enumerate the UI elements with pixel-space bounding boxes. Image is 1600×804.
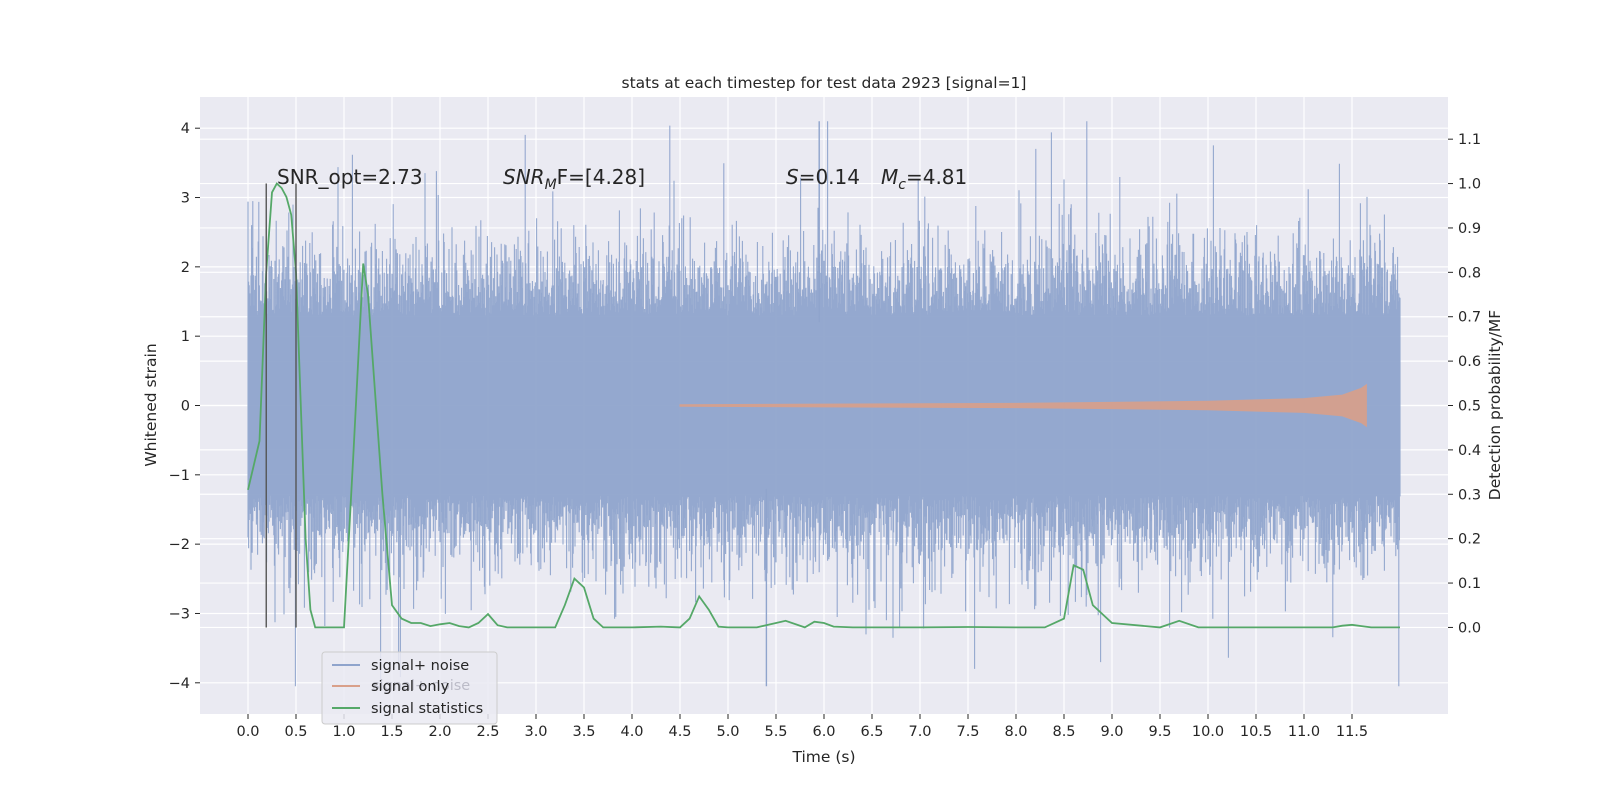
annotation-mc: Mc=4.81: [881, 165, 967, 193]
x-tick-label: 9.0: [1100, 724, 1123, 740]
series-layer: [247, 121, 1401, 687]
x-tick-label: 8.0: [1004, 724, 1027, 740]
x-tick-label: 11.5: [1336, 724, 1368, 740]
y2-tick-label: 1.1: [1458, 132, 1481, 148]
y2-tick-label: 0.5: [1458, 399, 1481, 415]
x-tick-label: 1.0: [332, 724, 355, 740]
x-tick-label: 1.5: [380, 724, 403, 740]
annotations: SNR_opt=2.73 SNRMF=[4.28] S=0.14 Mc=4.81: [277, 165, 967, 193]
x-tick-label: 11.0: [1288, 724, 1320, 740]
chart-title: stats at each timestep for test data 292…: [622, 74, 1027, 92]
y2-tick-label: 0.9: [1458, 221, 1481, 237]
y-tick-label: −3: [169, 606, 190, 622]
vline-layer: [265, 183, 297, 628]
y-tick-label: −4: [169, 676, 190, 692]
x-tick-label: 10.5: [1240, 724, 1272, 740]
y2-tick-label: 0.6: [1458, 354, 1481, 370]
right-axis: 0.0 0.1 0.2 0.3 0.4 0.5 0.6 0.7 0.8 0.9 1.0 1.1: [1448, 132, 1481, 636]
y-tick-label: 4: [181, 121, 190, 137]
y2-tick-label: 1.0: [1458, 177, 1481, 193]
x-tick-label: 4.5: [668, 724, 691, 740]
annotation-snr-opt: SNR_opt=2.73: [277, 165, 423, 189]
annotation-s: S=0.14: [786, 165, 860, 189]
y2-tick-label: 0.4: [1458, 443, 1481, 459]
x-tick-label: 7.0: [908, 724, 931, 740]
x-tick-label: 9.5: [1148, 724, 1171, 740]
x-tick-label: 0.0: [236, 724, 259, 740]
y2-tick-label: 0.2: [1458, 532, 1481, 548]
legend-label-signal-only: signal only: [371, 679, 450, 695]
legend-ghost-text: signal+ noise: [372, 678, 470, 694]
x-axis: 0.0 0.5 1.0 1.5 2.0 2.5 3.0 3.5 4.0 4.5 5.0 5.5 6.0 6…: [236, 714, 1368, 740]
y-tick-label: 0: [181, 399, 190, 415]
x-tick-label: 6.5: [860, 724, 883, 740]
x-tick-label: 3.0: [524, 724, 547, 740]
y2-tick-label: 0.7: [1458, 310, 1481, 326]
legend: signal+ noise signal+ noise signal only …: [321, 651, 498, 725]
y-tick-label: −2: [169, 537, 190, 553]
x-tick-label: 3.5: [572, 724, 595, 740]
x-tick-label: 0.5: [284, 724, 307, 740]
x-tick-label: 4.0: [620, 724, 643, 740]
legend-label-signal-noise: signal+ noise: [371, 658, 469, 674]
y2-tick-label: 0.1: [1458, 576, 1481, 592]
y2-tick-label: 0.0: [1458, 620, 1481, 636]
x-tick-label: 8.5: [1052, 724, 1075, 740]
x-tick-label: 7.5: [956, 724, 979, 740]
y2-tick-label: 0.8: [1458, 265, 1481, 281]
y-tick-label: 1: [181, 329, 190, 345]
x-tick-label: 5.0: [716, 724, 739, 740]
y-tick-label: 2: [181, 260, 190, 276]
x-tick-label: 2.0: [428, 724, 451, 740]
left-axis: −4 −3 −2 −1 0 1 2 3 4: [169, 121, 200, 692]
x-tick-label: 10.0: [1192, 724, 1224, 740]
y-tick-label: 3: [181, 191, 190, 207]
y-axis-title: Whitened strain: [142, 343, 160, 466]
annotation-snr-mf: SNRMF=[4.28]: [503, 165, 645, 193]
x-axis-title: Time (s): [791, 748, 855, 766]
legend-label-signal-statistics: signal statistics: [371, 701, 483, 717]
series-signal-only: [679, 383, 1367, 428]
x-tick-label: 2.5: [476, 724, 499, 740]
y2-axis-title: Detection probability/MF: [1486, 310, 1504, 501]
y2-tick-label: 0.3: [1458, 487, 1481, 503]
legend-box: [321, 651, 498, 725]
x-tick-label: 6.0: [812, 724, 835, 740]
y-tick-label: −1: [169, 468, 190, 484]
series-signal-statistics: [247, 182, 1400, 629]
x-tick-label: 5.5: [764, 724, 787, 740]
